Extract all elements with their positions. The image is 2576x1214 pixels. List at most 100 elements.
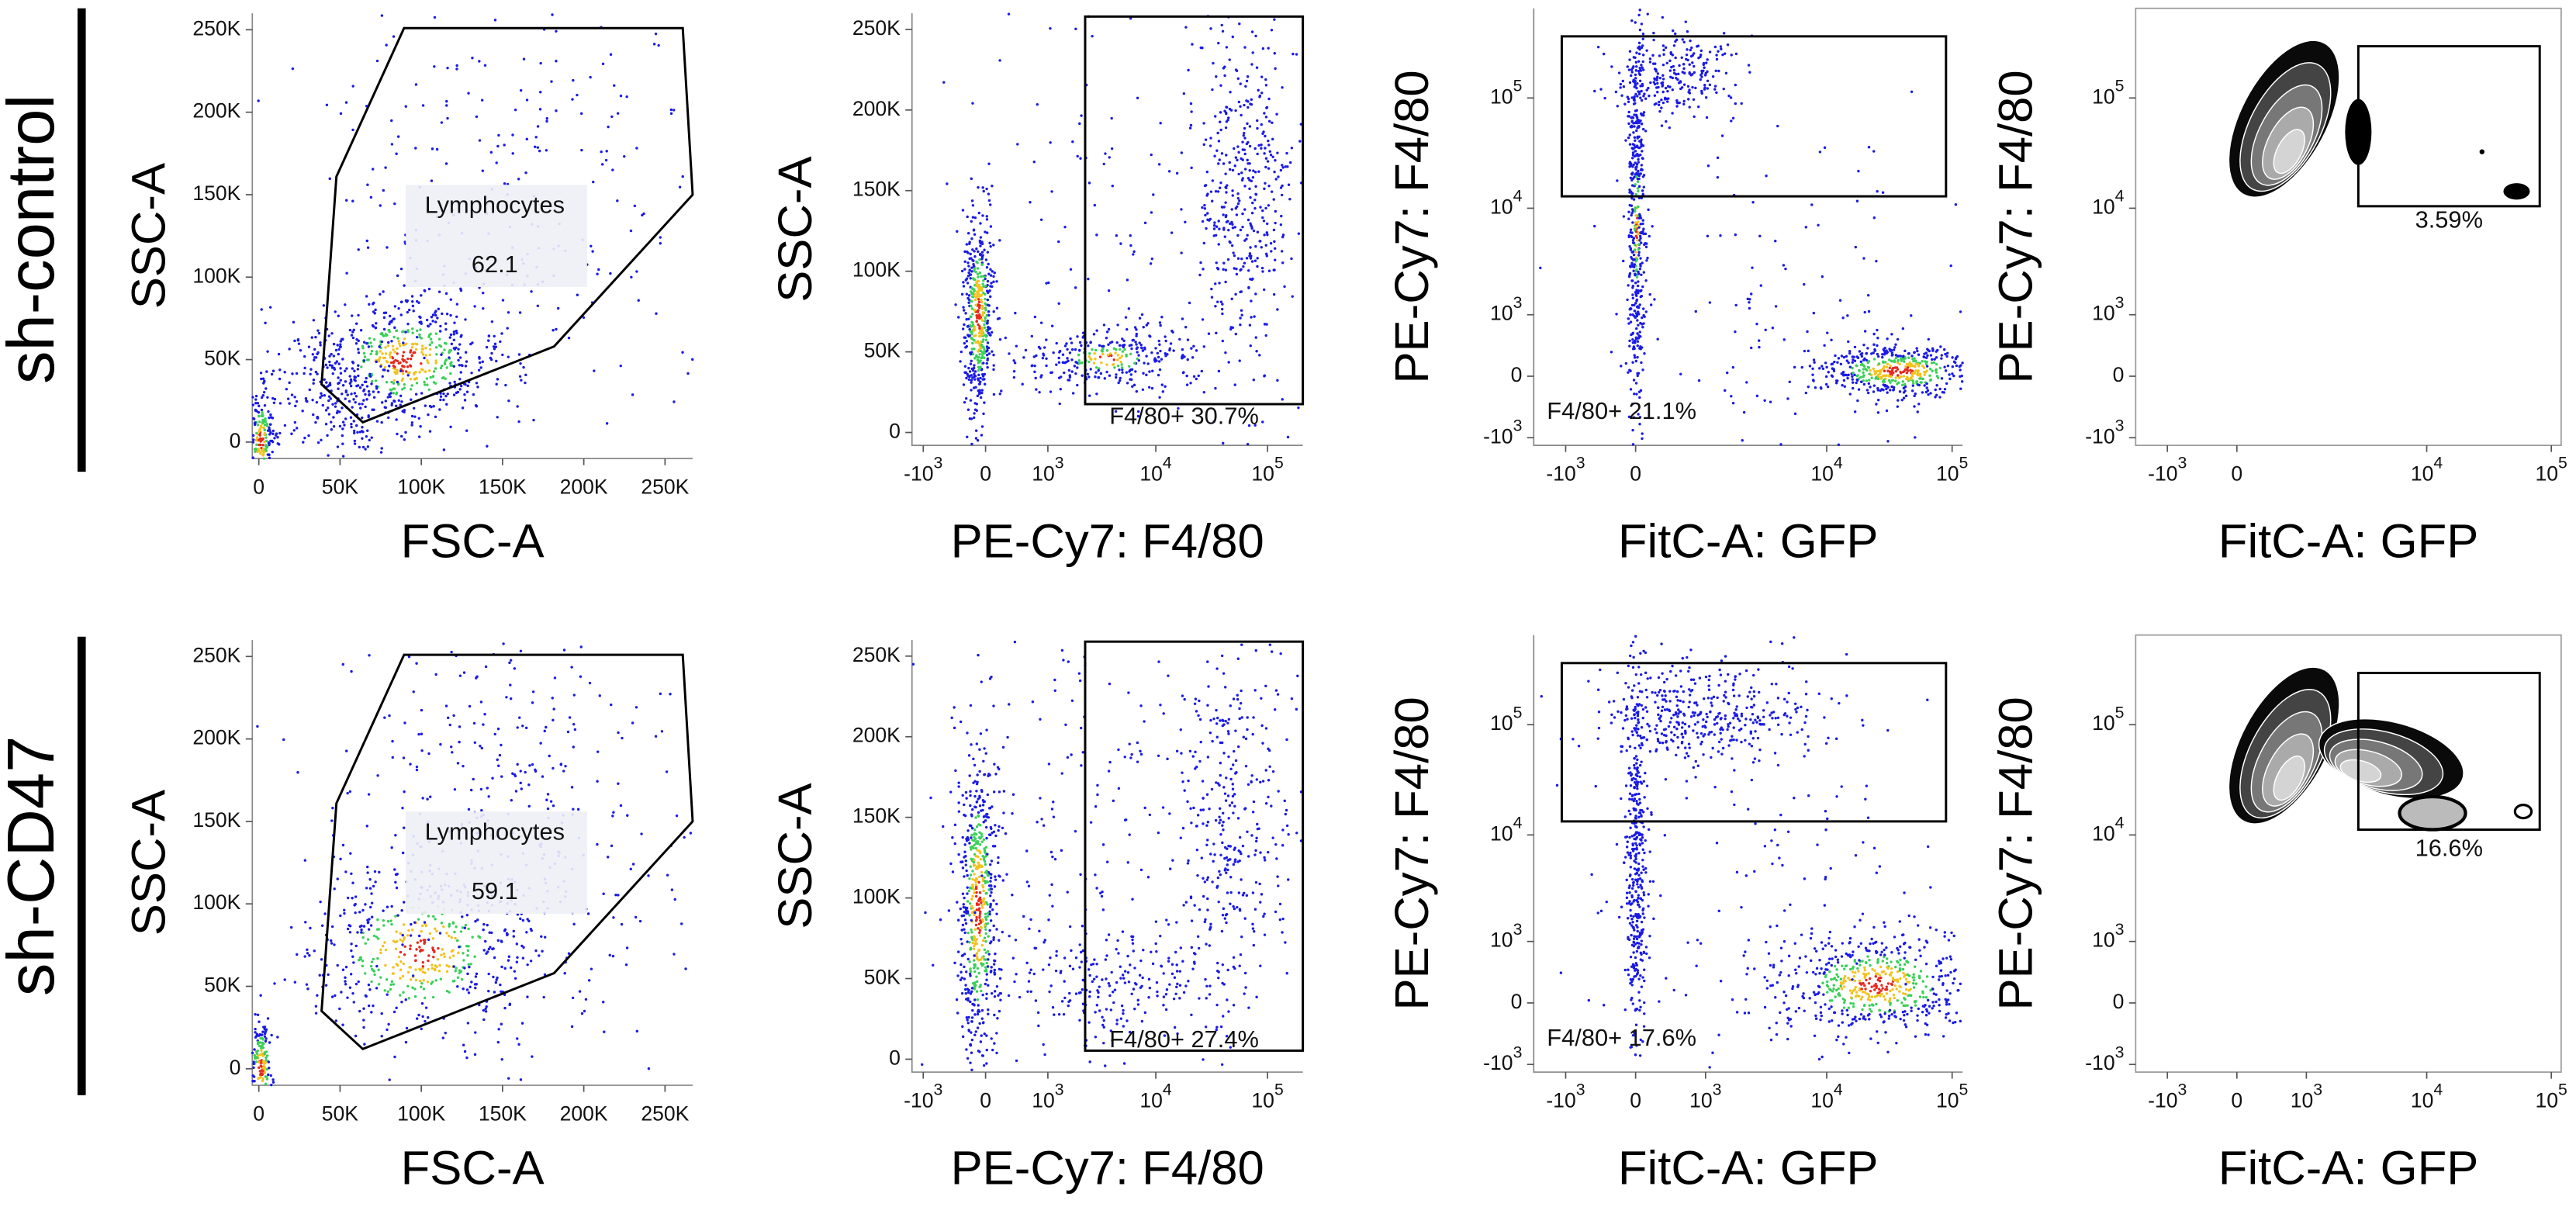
event-dot	[992, 275, 995, 278]
event-dot	[1927, 337, 1930, 341]
event-dot	[334, 405, 337, 408]
event-dot	[336, 344, 339, 347]
event-dot	[254, 1055, 257, 1058]
event-dot	[412, 310, 415, 313]
event-dot	[1680, 56, 1683, 59]
event-dot	[1634, 230, 1638, 233]
event-dot	[1139, 343, 1143, 347]
event-dot	[391, 972, 395, 975]
event-dot	[970, 374, 973, 377]
event-dot	[1212, 227, 1216, 230]
event-dot	[1200, 369, 1204, 373]
event-dot	[327, 413, 331, 416]
event-dot	[1910, 369, 1914, 372]
event-dot	[1727, 94, 1731, 98]
event-dot	[973, 348, 976, 351]
event-dot	[1251, 277, 1254, 281]
event-dot	[1106, 353, 1110, 357]
event-dot	[978, 875, 981, 879]
tick-label: 0	[230, 1056, 241, 1079]
event-dot	[970, 177, 973, 181]
event-dot	[252, 1075, 256, 1078]
event-dot	[1890, 354, 1893, 357]
event-dot	[259, 994, 262, 997]
event-dot	[306, 399, 309, 403]
event-dot	[1095, 393, 1098, 396]
tick-label: 104	[2411, 453, 2443, 485]
event-dot	[555, 60, 558, 63]
event-dot	[1105, 370, 1108, 374]
tick-exponent: 4	[2115, 186, 2125, 205]
event-dot	[979, 958, 983, 961]
event-dot	[548, 754, 551, 758]
event-dot	[1230, 220, 1233, 224]
event-dot	[572, 693, 576, 697]
event-dot	[387, 1022, 390, 1026]
event-dot	[406, 310, 410, 314]
event-dot	[490, 351, 493, 355]
tick-label: 100K	[192, 891, 240, 914]
tick-label: 105	[1936, 453, 1968, 485]
event-dot	[1239, 105, 1242, 108]
event-dot	[1092, 361, 1096, 365]
event-dot	[1637, 205, 1640, 209]
event-dot	[1903, 357, 1907, 360]
event-dot	[404, 431, 407, 434]
event-dot	[556, 306, 560, 310]
event-dot	[480, 99, 484, 102]
event-dot	[1260, 75, 1264, 78]
event-dot	[526, 995, 529, 998]
event-dot	[414, 348, 418, 351]
event-dot	[1641, 307, 1645, 310]
tick-base: 10	[1251, 462, 1274, 485]
event-dot	[1882, 379, 1886, 382]
event-dot	[1222, 261, 1226, 265]
event-dot	[506, 327, 509, 330]
event-dot	[982, 189, 985, 193]
event-dot	[483, 712, 486, 716]
event-dot	[1633, 303, 1636, 307]
event-dot	[415, 376, 418, 380]
event-dot	[963, 250, 966, 254]
event-dot	[314, 370, 318, 374]
event-dot	[377, 928, 380, 931]
event-dot	[983, 348, 986, 351]
event-dot	[353, 442, 357, 445]
event-dot	[1741, 439, 1744, 442]
event-dot	[482, 928, 485, 932]
event-dot	[445, 970, 449, 974]
event-dot	[396, 963, 399, 967]
event-dot	[1703, 83, 1706, 87]
event-dot	[1249, 257, 1253, 260]
event-dot	[966, 261, 970, 265]
event-dot	[1918, 377, 1921, 380]
event-dot	[984, 335, 988, 338]
event-dot	[1740, 102, 1743, 105]
event-dot	[1658, 109, 1661, 113]
event-dot	[1080, 361, 1084, 365]
event-dot	[969, 362, 973, 365]
event-dot	[1870, 373, 1873, 377]
event-dot	[1908, 361, 1911, 365]
event-dot	[464, 365, 468, 368]
event-dot	[1055, 363, 1058, 366]
event-dot	[977, 361, 980, 365]
event-dot	[1286, 435, 1290, 439]
event-dot	[1623, 102, 1627, 105]
event-dot	[259, 443, 262, 447]
event-dot	[482, 949, 486, 952]
event-dot	[392, 379, 396, 382]
event-dot	[449, 313, 452, 317]
event-dot	[1273, 240, 1276, 244]
event-dot	[521, 918, 525, 922]
event-dot	[973, 325, 977, 328]
event-dot	[1703, 66, 1706, 69]
event-dot	[474, 920, 477, 923]
event-dot	[1713, 85, 1717, 88]
event-dot	[1063, 371, 1066, 375]
event-dot	[1645, 242, 1648, 245]
event-dot	[1295, 53, 1298, 56]
event-dot	[980, 300, 984, 304]
event-dot	[1640, 22, 1644, 26]
event-dot	[961, 327, 965, 330]
